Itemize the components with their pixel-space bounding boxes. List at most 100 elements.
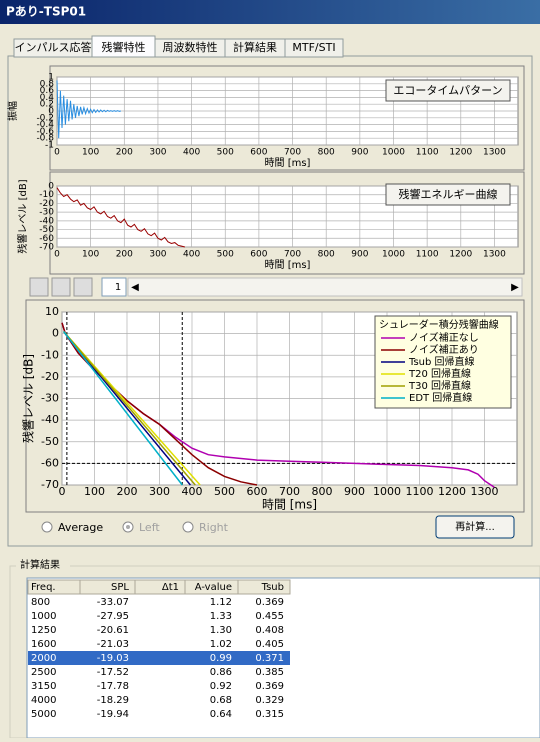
zoom-in[interactable] (51, 277, 71, 297)
table-cell: 0.92 (210, 681, 232, 692)
radio-label: Left (139, 521, 160, 534)
legend-label: Tsub 回帰直線 (408, 355, 475, 368)
table-cell: -17.78 (97, 681, 129, 692)
column-header-label: SPL (111, 582, 129, 593)
y-tick-label: 0.2 (40, 100, 54, 110)
x-tick-label: 1300 (483, 148, 506, 158)
table-cell: 4000 (31, 695, 56, 706)
y-tick-label: 0 (48, 182, 54, 192)
y-tick-label: 10 (45, 305, 59, 318)
page-box[interactable] (101, 277, 127, 297)
x-tick-label: 0 (54, 250, 60, 260)
x-tick-label: 300 (149, 485, 170, 498)
radio[interactable] (41, 521, 53, 533)
y-axis-label: 振幅 (6, 101, 19, 121)
recalc-button[interactable] (435, 515, 515, 539)
x-tick-label: 1000 (373, 485, 401, 498)
scroll-right[interactable]: ▶ (511, 282, 519, 293)
tab[interactable] (284, 38, 344, 58)
y-tick-label: 1 (48, 73, 54, 83)
tool-button[interactable] (29, 277, 49, 297)
scrollbar[interactable] (127, 277, 523, 297)
tab-label: 計算結果 (233, 40, 277, 54)
radio-dot (126, 525, 130, 529)
x-tick-label: 400 (182, 485, 203, 498)
x-tick-label: 200 (116, 250, 133, 260)
table-cell: -21.03 (97, 639, 129, 650)
page-number: 1 (115, 282, 121, 293)
radio[interactable] (182, 521, 194, 533)
x-tick-label: 100 (82, 148, 99, 158)
column-header-label: A-value (195, 582, 232, 593)
y-tick-label: -0.8 (36, 134, 54, 144)
legend-label: EDT 回帰直線 (409, 391, 472, 404)
chart-label: 残響エネルギー曲線 (399, 187, 498, 201)
chart-label: エコータイムパターン (393, 84, 502, 97)
table-cell: 1000 (31, 611, 56, 622)
x-tick-label: 1200 (449, 148, 472, 158)
radio-label: Right (199, 521, 229, 534)
x-tick-label: 1200 (438, 485, 466, 498)
results-title: 計算結果 (20, 558, 60, 571)
legend-label: ノイズ補正なし (409, 331, 479, 344)
y-tick-label: 0.8 (40, 79, 55, 89)
table-cell: 2500 (31, 667, 56, 678)
y-tick-label: -60 (39, 234, 54, 244)
column-header-label: Tsub (261, 582, 284, 593)
table-cell: 0.385 (255, 667, 284, 678)
table-cell: 0.455 (255, 611, 284, 622)
table-cell: -19.94 (97, 709, 129, 720)
x-tick-label: 1300 (483, 250, 506, 260)
tab-label: インパルス応答 (15, 40, 92, 54)
table-cell: -33.07 (97, 597, 129, 608)
table-cell: 0.408 (255, 625, 284, 636)
legend-title: シュレーダー積分残響曲線 (379, 318, 499, 331)
y-tick-label: 0 (48, 107, 54, 117)
y-tick-label: -0.2 (36, 113, 54, 123)
x-tick-label: 500 (217, 148, 234, 158)
series-line (56, 187, 186, 248)
table-cell: -18.29 (97, 695, 129, 706)
table-cell: 1.12 (210, 597, 232, 608)
y-tick-label: -10 (41, 348, 59, 361)
column-header[interactable] (237, 579, 291, 595)
x-tick-label: 900 (344, 485, 365, 498)
table-cell: 0.315 (255, 709, 284, 720)
tab-label: 残響特性 (102, 40, 146, 54)
y-tick-label: -60 (41, 456, 59, 469)
x-tick-label: 100 (84, 485, 105, 498)
y-tick-label: 0 (52, 327, 59, 340)
series-line (63, 331, 183, 486)
y-tick-label: -40 (41, 413, 59, 426)
selected-row[interactable] (28, 651, 290, 665)
x-tick-label: 200 (116, 148, 133, 158)
x-tick-label: 800 (312, 485, 333, 498)
scroll-left[interactable]: ◀ (131, 282, 139, 293)
table-cell: 0.369 (255, 681, 284, 692)
x-axis-label: 時間 [ms] (265, 259, 311, 271)
table-cell: -17.52 (97, 667, 129, 678)
window-title: Pあり-TSP01 (6, 5, 86, 19)
y-tick-label: -40 (39, 216, 54, 226)
y-tick-label: -30 (39, 208, 54, 218)
chart-label-box (385, 183, 511, 206)
y-tick-label: -70 (39, 243, 54, 253)
x-tick-label: 1100 (416, 250, 439, 260)
x-tick-label: 700 (284, 148, 301, 158)
legend-label: T30 回帰直線 (408, 379, 471, 392)
x-tick-label: 700 (279, 485, 300, 498)
recalc-label: 再計算... (455, 520, 495, 533)
table-cell: 0.369 (255, 597, 284, 608)
zoom-out[interactable] (73, 277, 93, 297)
y-tick-label: -30 (41, 392, 59, 405)
table-cell: 1600 (31, 639, 56, 650)
table-cell: 0.405 (255, 639, 284, 650)
x-tick-label: 500 (214, 485, 235, 498)
table-cell: 0.329 (255, 695, 284, 706)
column-header-label: Δt1 (162, 582, 179, 593)
x-tick-label: 1000 (382, 250, 405, 260)
x-tick-label: 300 (149, 148, 166, 158)
y-tick-label: -20 (41, 370, 59, 383)
